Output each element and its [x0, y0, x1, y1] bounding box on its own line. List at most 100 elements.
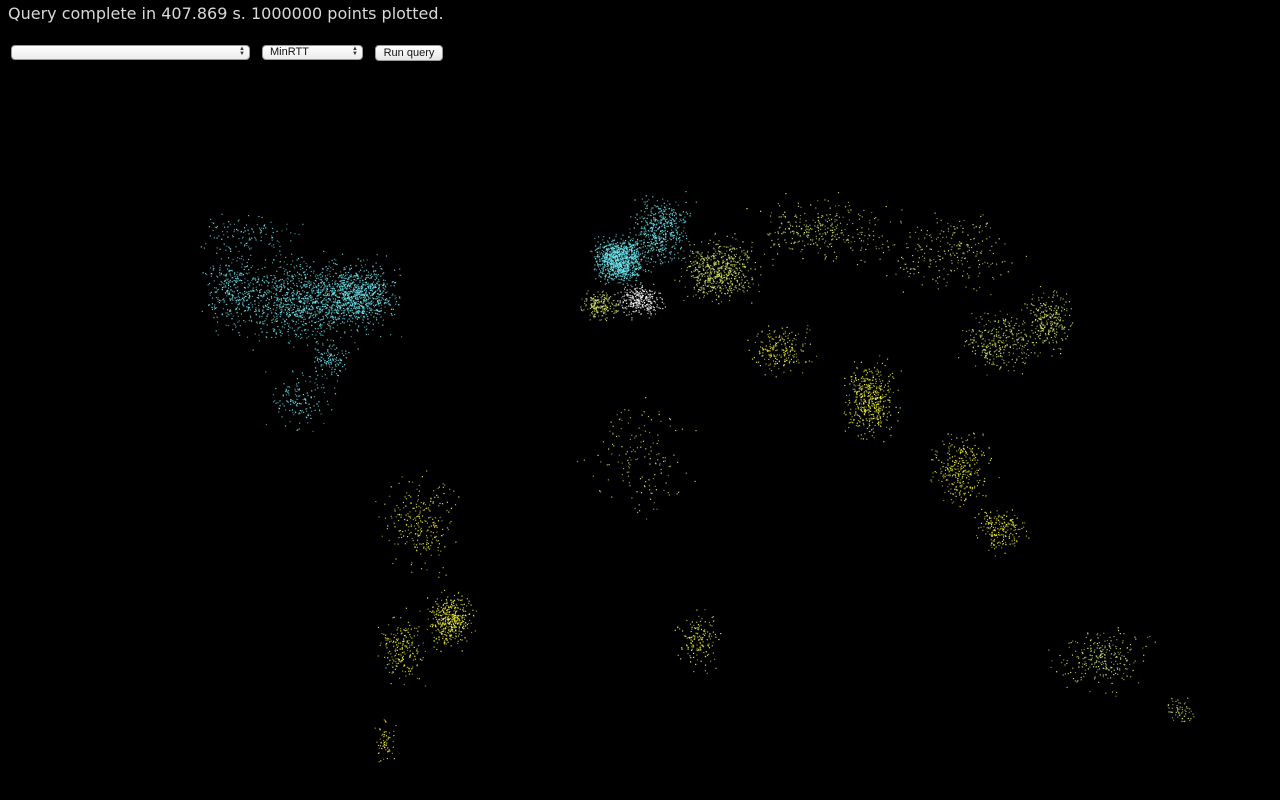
map-point: [287, 400, 289, 402]
map-point: [226, 231, 228, 233]
map-point: [405, 675, 407, 677]
map-point: [631, 317, 633, 319]
map-point: [406, 642, 408, 644]
map-point: [634, 245, 636, 247]
map-point: [298, 233, 300, 236]
map-point: [601, 258, 603, 260]
map-point: [327, 403, 329, 406]
map-point: [626, 255, 628, 257]
map-point: [623, 270, 626, 272]
map-point: [276, 297, 278, 299]
map-point: [263, 224, 265, 227]
map-point: [666, 218, 668, 220]
map-point: [648, 242, 650, 244]
map-point: [442, 619, 444, 621]
map-point: [317, 349, 319, 351]
map-point: [420, 568, 423, 570]
map-point: [284, 309, 286, 311]
map-point: [450, 623, 452, 626]
map-point: [366, 305, 369, 307]
map-point: [258, 227, 260, 229]
map-point: [329, 366, 331, 368]
map-point: [320, 279, 323, 281]
map-point: [260, 229, 262, 232]
map-point: [337, 374, 339, 376]
map-point: [612, 256, 614, 258]
map-point: [620, 247, 622, 249]
map-point: [259, 322, 261, 324]
run-query-button[interactable]: Run query: [375, 45, 443, 61]
map-point: [406, 524, 408, 526]
map-point: [448, 630, 450, 632]
map-point: [386, 647, 388, 649]
map-point: [338, 312, 340, 314]
map-point: [268, 281, 270, 284]
map-point: [454, 624, 456, 626]
map-point: [433, 611, 435, 613]
map-point: [217, 298, 219, 300]
map-point: [675, 243, 677, 246]
map-point: [304, 274, 306, 276]
map-point: [312, 285, 314, 287]
map-point: [349, 296, 352, 299]
map-point: [380, 299, 382, 301]
map-point: [432, 618, 434, 620]
map-point: [603, 263, 606, 266]
map-point: [251, 295, 254, 297]
map-point: [286, 314, 288, 316]
map-point: [627, 251, 629, 253]
map-point: [330, 290, 332, 292]
map-point: [235, 280, 237, 282]
map-point: [360, 311, 362, 313]
map-point: [356, 284, 358, 286]
map-point: [306, 297, 308, 299]
map-point: [389, 304, 391, 306]
map-point: [452, 627, 454, 629]
map-point: [237, 315, 239, 317]
map-point: [646, 297, 648, 299]
map-point: [369, 284, 371, 286]
map-point: [239, 334, 241, 336]
map-point: [329, 328, 331, 330]
map-point: [337, 318, 340, 320]
map-point: [595, 258, 597, 260]
map-point: [274, 296, 276, 298]
map-point: [595, 261, 597, 263]
map-point: [296, 265, 298, 267]
select-arrows-icon: ▲ ▼: [239, 46, 245, 57]
map-point: [410, 496, 412, 498]
map-point: [441, 535, 443, 537]
map-point: [634, 253, 636, 255]
map-point: [365, 291, 367, 293]
map-point: [378, 280, 380, 283]
map-point: [378, 752, 380, 754]
map-point: [252, 278, 254, 280]
map-point: [679, 213, 681, 215]
map-point: [599, 251, 601, 253]
metric-select[interactable]: MinRTT ▲ ▼: [262, 45, 363, 60]
map-point: [209, 267, 212, 269]
map-point: [349, 310, 351, 312]
map-point: [319, 410, 321, 412]
map-point: [661, 226, 663, 228]
map-point: [632, 250, 634, 252]
map-point: [271, 287, 273, 289]
map-point: [647, 294, 649, 296]
map-point: [310, 397, 312, 399]
map-point: [668, 252, 670, 254]
map-point: [279, 245, 281, 247]
map-point: [292, 400, 294, 402]
map-point: [291, 309, 293, 312]
map-point: [645, 207, 647, 209]
map-point: [375, 290, 377, 292]
map-point: [337, 364, 339, 366]
map-point: [394, 649, 396, 652]
map-point: [252, 231, 255, 233]
dataset-select[interactable]: ▲ ▼: [11, 45, 250, 60]
map-point: [242, 303, 244, 305]
map-point: [238, 303, 240, 305]
map-point: [618, 248, 620, 250]
map-point: [237, 293, 239, 295]
map-point: [613, 268, 615, 270]
map-point: [391, 295, 393, 297]
